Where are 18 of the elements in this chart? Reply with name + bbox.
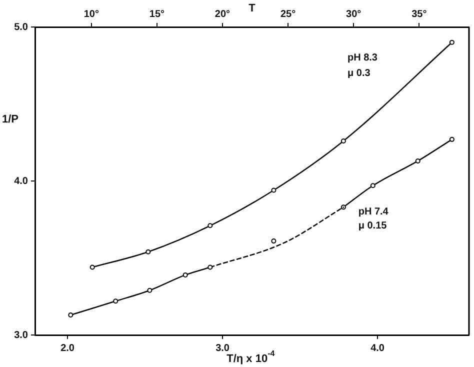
annotation: μ 0.3	[347, 68, 371, 79]
y-tick-label: 3.0	[14, 330, 28, 341]
x-tick-label: 3.0	[216, 342, 230, 354]
x2-tick-label: 20°	[214, 8, 230, 20]
y-tick-label: 5.0	[14, 22, 28, 33]
annotation: pH 7.4	[358, 206, 389, 218]
annotation: μ 0.15	[358, 220, 388, 232]
x2-tick-label: 30°	[346, 8, 362, 20]
y-tick-label: 4.0	[14, 176, 28, 187]
x-tick-label: 2.0	[60, 342, 75, 354]
x2-tick-label: 35°	[412, 8, 427, 20]
x2-tick-label: 10°	[84, 8, 99, 20]
x2-tick-label: 15°	[149, 8, 164, 20]
x2-tick-label: 25°	[280, 8, 296, 20]
x-tick-label: 4.0	[370, 342, 385, 354]
annotation: pH 8.3	[347, 52, 378, 64]
x2-axis-title: T	[248, 2, 256, 15]
y-axis-title: 1/P	[2, 113, 19, 126]
